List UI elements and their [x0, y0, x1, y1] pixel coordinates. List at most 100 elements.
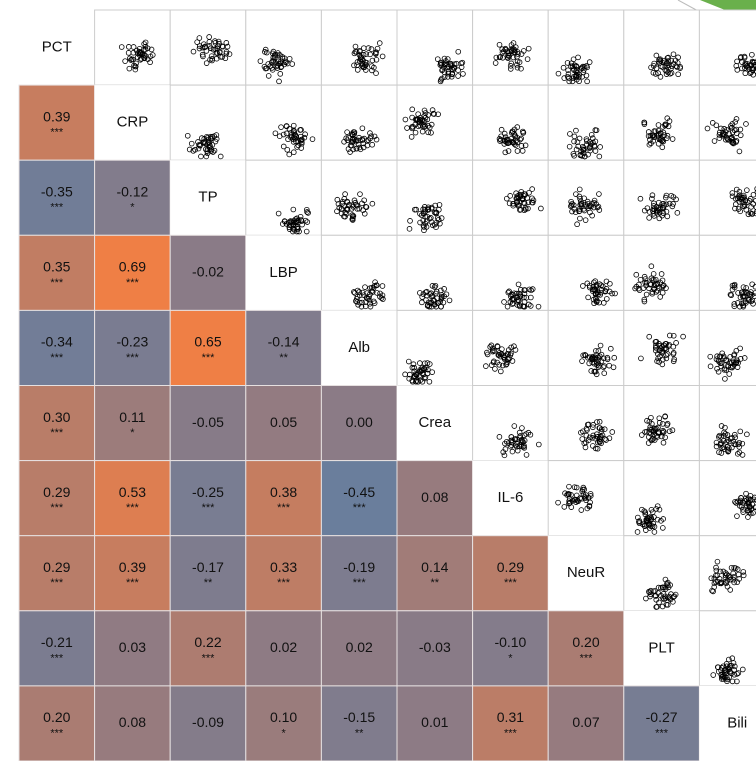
scatter-point [509, 128, 516, 135]
significance-stars: ** [431, 577, 440, 589]
scatter-point [752, 61, 756, 68]
scatter-point [586, 59, 593, 65]
scatter-panel [320, 159, 398, 236]
scatter-texture [496, 423, 542, 459]
scatter-point [560, 64, 567, 71]
scatter-point [426, 303, 433, 310]
scatter-texture [190, 34, 233, 66]
correlation-value: 0.22 [194, 634, 221, 650]
scatter-point [436, 202, 443, 208]
scatter-point [596, 353, 603, 360]
scatter-point [442, 61, 448, 68]
scatter-point [525, 45, 532, 52]
scatter-point [748, 210, 755, 217]
correlation-value: 0.38 [270, 484, 297, 500]
scatter-point [142, 39, 149, 46]
scatter-point [664, 115, 671, 121]
scatter-point [733, 500, 739, 506]
scatter-point [523, 294, 530, 301]
scatter-point [638, 355, 644, 362]
scatter-point [368, 288, 375, 294]
scatter-point [656, 415, 663, 422]
scatter-point [713, 356, 720, 363]
scatter-point [648, 275, 655, 282]
scatter-point [428, 204, 435, 211]
correlation-cell [245, 535, 322, 612]
scatter-texture [402, 106, 441, 140]
scatter-point [581, 147, 587, 153]
scatter-point [434, 56, 441, 62]
correlation-cell [94, 610, 171, 687]
scatter-point [274, 65, 281, 71]
scatter-panel [472, 159, 549, 236]
scatter-panel [547, 9, 625, 86]
scatter-point [567, 131, 573, 137]
scatter-point [194, 39, 200, 45]
correlation-value: 0.39 [119, 559, 146, 575]
scatter-point [736, 439, 743, 446]
scatter-point [371, 283, 378, 289]
scatter-point [665, 62, 672, 69]
scatter-point [663, 352, 669, 358]
correlation-cell [320, 685, 398, 761]
scatter-texture [555, 54, 593, 85]
scatter-point [656, 347, 663, 354]
scatter-point [585, 437, 592, 443]
scatter-point [742, 62, 749, 68]
scatter-point [496, 41, 503, 48]
scatter-point [498, 351, 504, 358]
scatter-point [651, 282, 658, 289]
diagonal-cell [170, 160, 246, 236]
scatter-point [501, 299, 507, 305]
scatter-point [570, 202, 577, 208]
scatter-point [665, 123, 672, 130]
scatter-point [297, 127, 303, 133]
scatter-point [651, 514, 657, 520]
scatter-point [441, 61, 448, 67]
scatter-point [674, 60, 681, 66]
scatter-point [653, 506, 659, 512]
scatter-texture [434, 48, 466, 85]
scatter-point [521, 287, 528, 293]
diagonal-cell [472, 460, 549, 536]
scatter-point [754, 208, 756, 215]
scatter-point [510, 40, 517, 46]
scatter-point [751, 293, 756, 300]
scatter-point [732, 360, 739, 367]
scatter-point [503, 195, 510, 202]
scatter-point [411, 206, 418, 213]
scatter-point [665, 54, 672, 61]
scatter-point [448, 73, 455, 80]
scatter-point [710, 588, 716, 595]
scatter-point [578, 507, 585, 513]
scatter-point [753, 204, 756, 211]
scatter-point [659, 289, 666, 296]
correlation-cell [169, 535, 247, 612]
scatter-point [735, 571, 742, 578]
scatter-texture [341, 125, 380, 155]
scatter-point [512, 347, 519, 353]
scatter-point [208, 53, 215, 59]
scatter-point [582, 217, 589, 223]
scatter-point [367, 51, 373, 58]
correlation-value: 0.07 [572, 714, 599, 730]
scatter-point [591, 142, 598, 149]
scatter-point [460, 71, 466, 77]
scatter-point [509, 301, 516, 307]
scatter-point [213, 55, 220, 62]
correlation-value: -0.15 [343, 709, 375, 725]
scatter-point [568, 504, 575, 510]
scatter-point [655, 205, 662, 211]
scatter-point [520, 196, 526, 203]
scatter-point [199, 44, 206, 51]
scatter-point [523, 431, 529, 437]
scatter-point [656, 215, 663, 222]
scatter-point [363, 51, 370, 57]
scatter-point [408, 134, 415, 140]
correlation-value: 0.11 [119, 409, 145, 425]
scatter-point [654, 351, 661, 357]
significance-stars: *** [50, 427, 64, 439]
scatter-point [642, 509, 649, 516]
correlation-value: -0.10 [494, 634, 526, 650]
scatter-point [649, 192, 656, 199]
